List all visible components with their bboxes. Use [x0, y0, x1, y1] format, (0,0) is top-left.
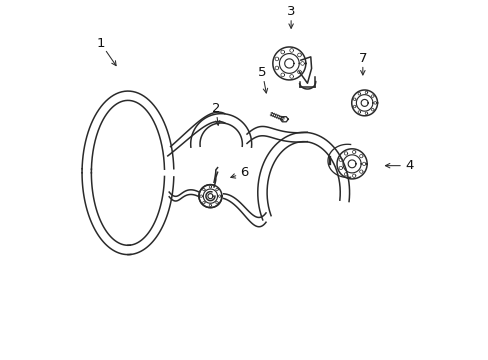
Text: 4: 4: [405, 159, 413, 172]
Text: 5: 5: [258, 66, 266, 79]
Text: 7: 7: [358, 51, 366, 64]
Text: 6: 6: [240, 166, 248, 179]
Text: 3: 3: [286, 5, 295, 18]
Text: 2: 2: [211, 102, 220, 115]
Text: 1: 1: [97, 37, 105, 50]
